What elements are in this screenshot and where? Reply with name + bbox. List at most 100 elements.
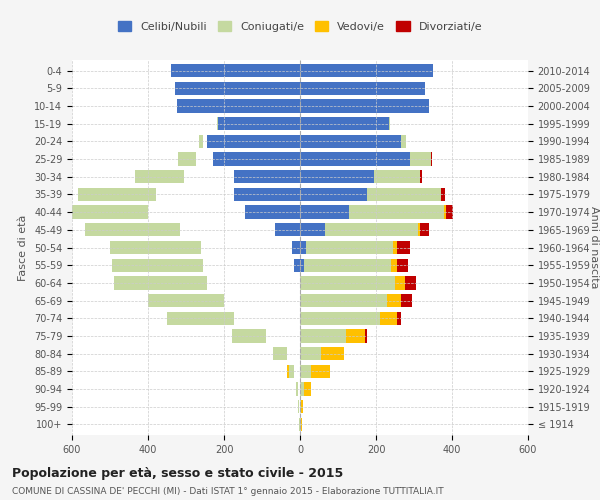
Bar [374,170,420,183]
Bar [171,64,300,77]
Bar [300,382,304,396]
Bar [393,241,397,254]
Bar [321,347,344,360]
Bar [300,330,346,342]
Bar [367,188,440,201]
Bar [397,241,410,254]
Bar [301,400,302,413]
Bar [445,206,446,219]
Bar [300,134,401,148]
Bar [300,206,349,219]
Bar [292,241,300,254]
Bar [442,188,445,201]
Bar [446,206,453,219]
Bar [274,347,287,360]
Bar [401,134,406,148]
Bar [349,206,445,219]
Bar [168,223,174,236]
Bar [300,188,367,201]
Bar [178,152,196,166]
Bar [222,312,228,325]
Bar [401,294,412,307]
Bar [311,364,331,378]
Bar [110,241,201,254]
Bar [404,276,416,289]
Bar [397,258,408,272]
Bar [410,152,431,166]
Bar [431,152,432,166]
Bar [300,82,425,95]
Bar [199,258,201,272]
Bar [220,312,224,325]
Bar [77,188,155,201]
Bar [217,117,218,130]
Bar [218,117,300,130]
Bar [300,347,321,360]
Bar [300,64,433,77]
Bar [112,258,203,272]
Bar [300,312,380,325]
Bar [298,400,299,413]
Bar [420,223,429,236]
Bar [395,276,404,289]
Bar [233,170,300,183]
Bar [365,330,367,342]
Bar [440,188,442,201]
Bar [420,170,422,183]
Bar [296,382,297,396]
Bar [258,330,262,342]
Bar [233,188,300,201]
Bar [51,206,148,219]
Bar [197,241,199,254]
Bar [245,206,300,219]
Bar [388,294,401,307]
Bar [207,134,300,148]
Bar [289,364,295,378]
Bar [300,170,374,183]
Bar [186,276,196,289]
Bar [397,312,401,325]
Text: COMUNE DI CASSINA DE' PECCHI (MI) - Dati ISTAT 1° gennaio 2015 - Elaborazione TU: COMUNE DI CASSINA DE' PECCHI (MI) - Dati… [12,487,443,496]
Text: Popolazione per età, sesso e stato civile - 2015: Popolazione per età, sesso e stato civil… [12,468,343,480]
Bar [275,347,281,360]
Bar [300,400,301,413]
Bar [181,241,190,254]
Bar [114,276,207,289]
Bar [300,241,306,254]
Bar [380,312,397,325]
Bar [148,294,224,307]
Y-axis label: Fasce di età: Fasce di età [19,214,28,280]
Bar [295,258,300,272]
Bar [306,241,393,254]
Bar [182,258,192,272]
Bar [232,330,266,342]
Bar [304,258,391,272]
Bar [300,276,395,289]
Bar [176,100,300,112]
Bar [287,364,290,378]
Bar [199,134,203,148]
Bar [146,206,147,219]
Bar [134,170,184,183]
Bar [418,223,420,236]
Bar [346,330,365,342]
Bar [258,330,260,342]
Bar [300,100,429,112]
Bar [300,364,311,378]
Bar [300,152,410,166]
Y-axis label: Anni di nascita: Anni di nascita [589,206,599,289]
Bar [275,223,300,236]
Bar [300,418,301,431]
Bar [175,82,300,95]
Bar [296,382,298,396]
Bar [300,117,389,130]
Bar [147,188,151,201]
Bar [132,206,140,219]
Bar [304,382,311,396]
Bar [220,294,222,307]
Bar [203,276,205,289]
Bar [300,258,304,272]
Bar [389,117,390,130]
Bar [301,418,302,431]
Bar [167,312,233,325]
